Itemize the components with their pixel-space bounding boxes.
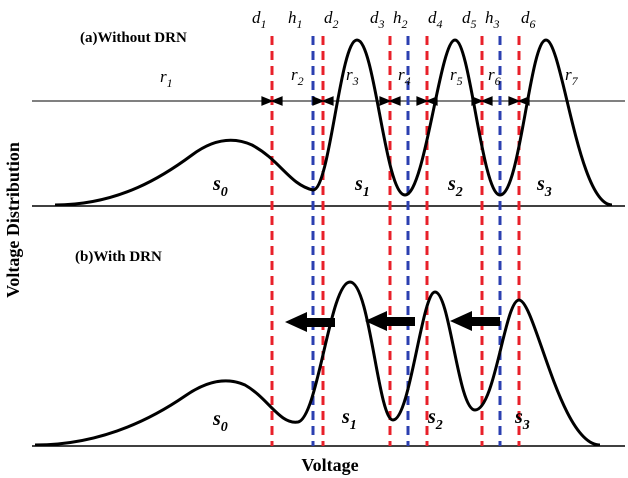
d-label-6: d6 — [521, 8, 536, 31]
bottom-state-s1: s1 — [341, 406, 357, 433]
region-arrow-r1r2-left — [261, 96, 274, 106]
panel-a-label: (a)Without DRN — [80, 30, 187, 46]
r-label-1: r1 — [160, 67, 173, 90]
y-axis-label: Voltage Distribution — [3, 142, 23, 298]
shift-arrow-3-shaft — [470, 317, 500, 326]
d-label-2: d2 — [324, 8, 339, 31]
region-arrow-r6r7-right — [517, 96, 530, 106]
bottom-state-s3: s3 — [514, 406, 530, 433]
shift-arrow-2-shaft — [385, 317, 415, 326]
shift-arrow-1-shaft — [305, 318, 335, 327]
d-label-5: d5 — [462, 8, 477, 31]
top-state-s0: s0 — [212, 173, 228, 200]
top-state-s2: s2 — [447, 173, 463, 200]
bottom-state-s0: s0 — [212, 408, 228, 435]
top-distribution-curve — [54, 38, 613, 207]
d-label-group: d1 d2 d3 d4 d5 d6 — [252, 8, 536, 31]
shift-arrow-3-head — [450, 311, 472, 331]
top-state-s3: s3 — [536, 173, 552, 200]
region-arrows — [261, 96, 530, 106]
d-label-3: d3 — [370, 8, 385, 31]
region-arrow-r3r4-left — [379, 96, 392, 106]
region-arrow-r1r2-right — [270, 96, 283, 106]
r-label-4: r4 — [398, 65, 411, 88]
h-label-group: h1 h2 h3 — [288, 8, 500, 31]
bottom-distribution-curve — [34, 280, 601, 447]
region-arrow-r2r3-right — [321, 96, 334, 106]
r-label-3: r3 — [346, 65, 359, 88]
region-arrow-r4r5-left — [416, 96, 429, 106]
d-label-1: d1 — [252, 8, 267, 31]
red-read-lines — [270, 36, 521, 446]
shift-arrows — [285, 311, 500, 332]
top-state-s1: s1 — [354, 173, 370, 200]
region-arrow-r5r6-right — [480, 96, 493, 106]
region-arrow-r5r6-left — [471, 96, 484, 106]
r-label-2: r2 — [291, 65, 304, 88]
region-arrow-r2r3-left — [312, 96, 325, 106]
shift-arrow-2-head — [365, 311, 387, 331]
x-axis-label: Voltage — [301, 455, 358, 475]
r-label-5: r5 — [450, 65, 463, 88]
h-label-3: h3 — [485, 8, 500, 31]
panel-b-label: (b)With DRN — [75, 249, 162, 265]
region-arrow-r6r7-left — [508, 96, 521, 106]
h-label-2: h2 — [393, 8, 408, 31]
r-label-group: r1 r2 r3 r4 r5 r6 r7 — [160, 65, 579, 90]
h-label-1: h1 — [288, 8, 303, 31]
bottom-state-s2: s2 — [427, 406, 443, 433]
shift-arrow-1-head — [285, 312, 307, 332]
bottom-state-labels: s0 s1 s2 s3 — [212, 406, 530, 435]
region-arrow-r4r5-right — [425, 96, 438, 106]
r-label-6: r6 — [488, 65, 501, 88]
d-label-4: d4 — [428, 8, 443, 31]
r-label-7: r7 — [565, 65, 579, 88]
top-state-labels: s0 s1 s2 s3 — [212, 173, 552, 200]
region-arrow-r3r4-right — [388, 96, 401, 106]
